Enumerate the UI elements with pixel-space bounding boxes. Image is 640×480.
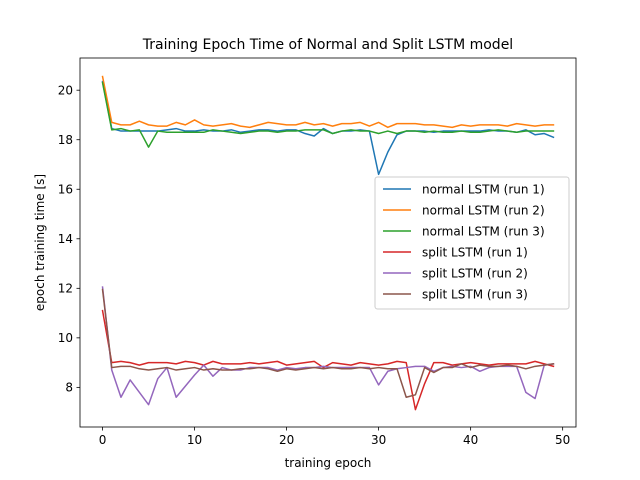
y-axis-label: epoch training time [s] — [33, 174, 47, 311]
series-line-3 — [101, 81, 555, 148]
legend-label-5: split LSTM (run 2) — [422, 266, 528, 280]
x-tick-label: 50 — [555, 433, 570, 447]
chart-title: Training Epoch Time of Normal and Split … — [142, 37, 513, 53]
y-axis: 8 10 12 14 16 18 20 — [58, 83, 80, 395]
series-line-2 — [101, 75, 555, 129]
plot-frame — [79, 57, 577, 428]
x-tick-label: 0 — [99, 433, 107, 447]
y-tick-label: 18 — [58, 133, 73, 147]
series-line-4 — [101, 309, 555, 411]
legend-label-3: normal LSTM (run 3) — [422, 224, 545, 238]
series-line-6 — [101, 288, 555, 399]
y-tick-label: 8 — [65, 381, 73, 395]
plot-lines — [101, 75, 555, 411]
legend-label-1: normal LSTM (run 1) — [422, 182, 545, 196]
y-tick-label: 20 — [58, 83, 73, 97]
y-tick-label: 12 — [58, 282, 73, 296]
y-tick-label: 16 — [58, 183, 73, 197]
x-tick-label: 10 — [187, 433, 202, 447]
y-tick-label: 14 — [58, 232, 73, 246]
legend-label-4: split LSTM (run 1) — [422, 245, 528, 259]
series-line-5 — [101, 286, 555, 406]
x-axis-label: training epoch — [285, 456, 372, 470]
y-tick-label: 10 — [58, 331, 73, 345]
legend-label-6: split LSTM (run 3) — [422, 287, 528, 301]
x-tick-label: 30 — [371, 433, 386, 447]
legend-label-2: normal LSTM (run 2) — [422, 203, 545, 217]
legend-box — [374, 176, 570, 310]
legend: normal LSTM (run 1) normal LSTM (run 2) no… — [374, 176, 570, 310]
x-axis: 0 10 20 30 40 50 — [99, 427, 570, 447]
x-tick-label: 40 — [463, 433, 478, 447]
x-tick-label: 20 — [279, 433, 294, 447]
